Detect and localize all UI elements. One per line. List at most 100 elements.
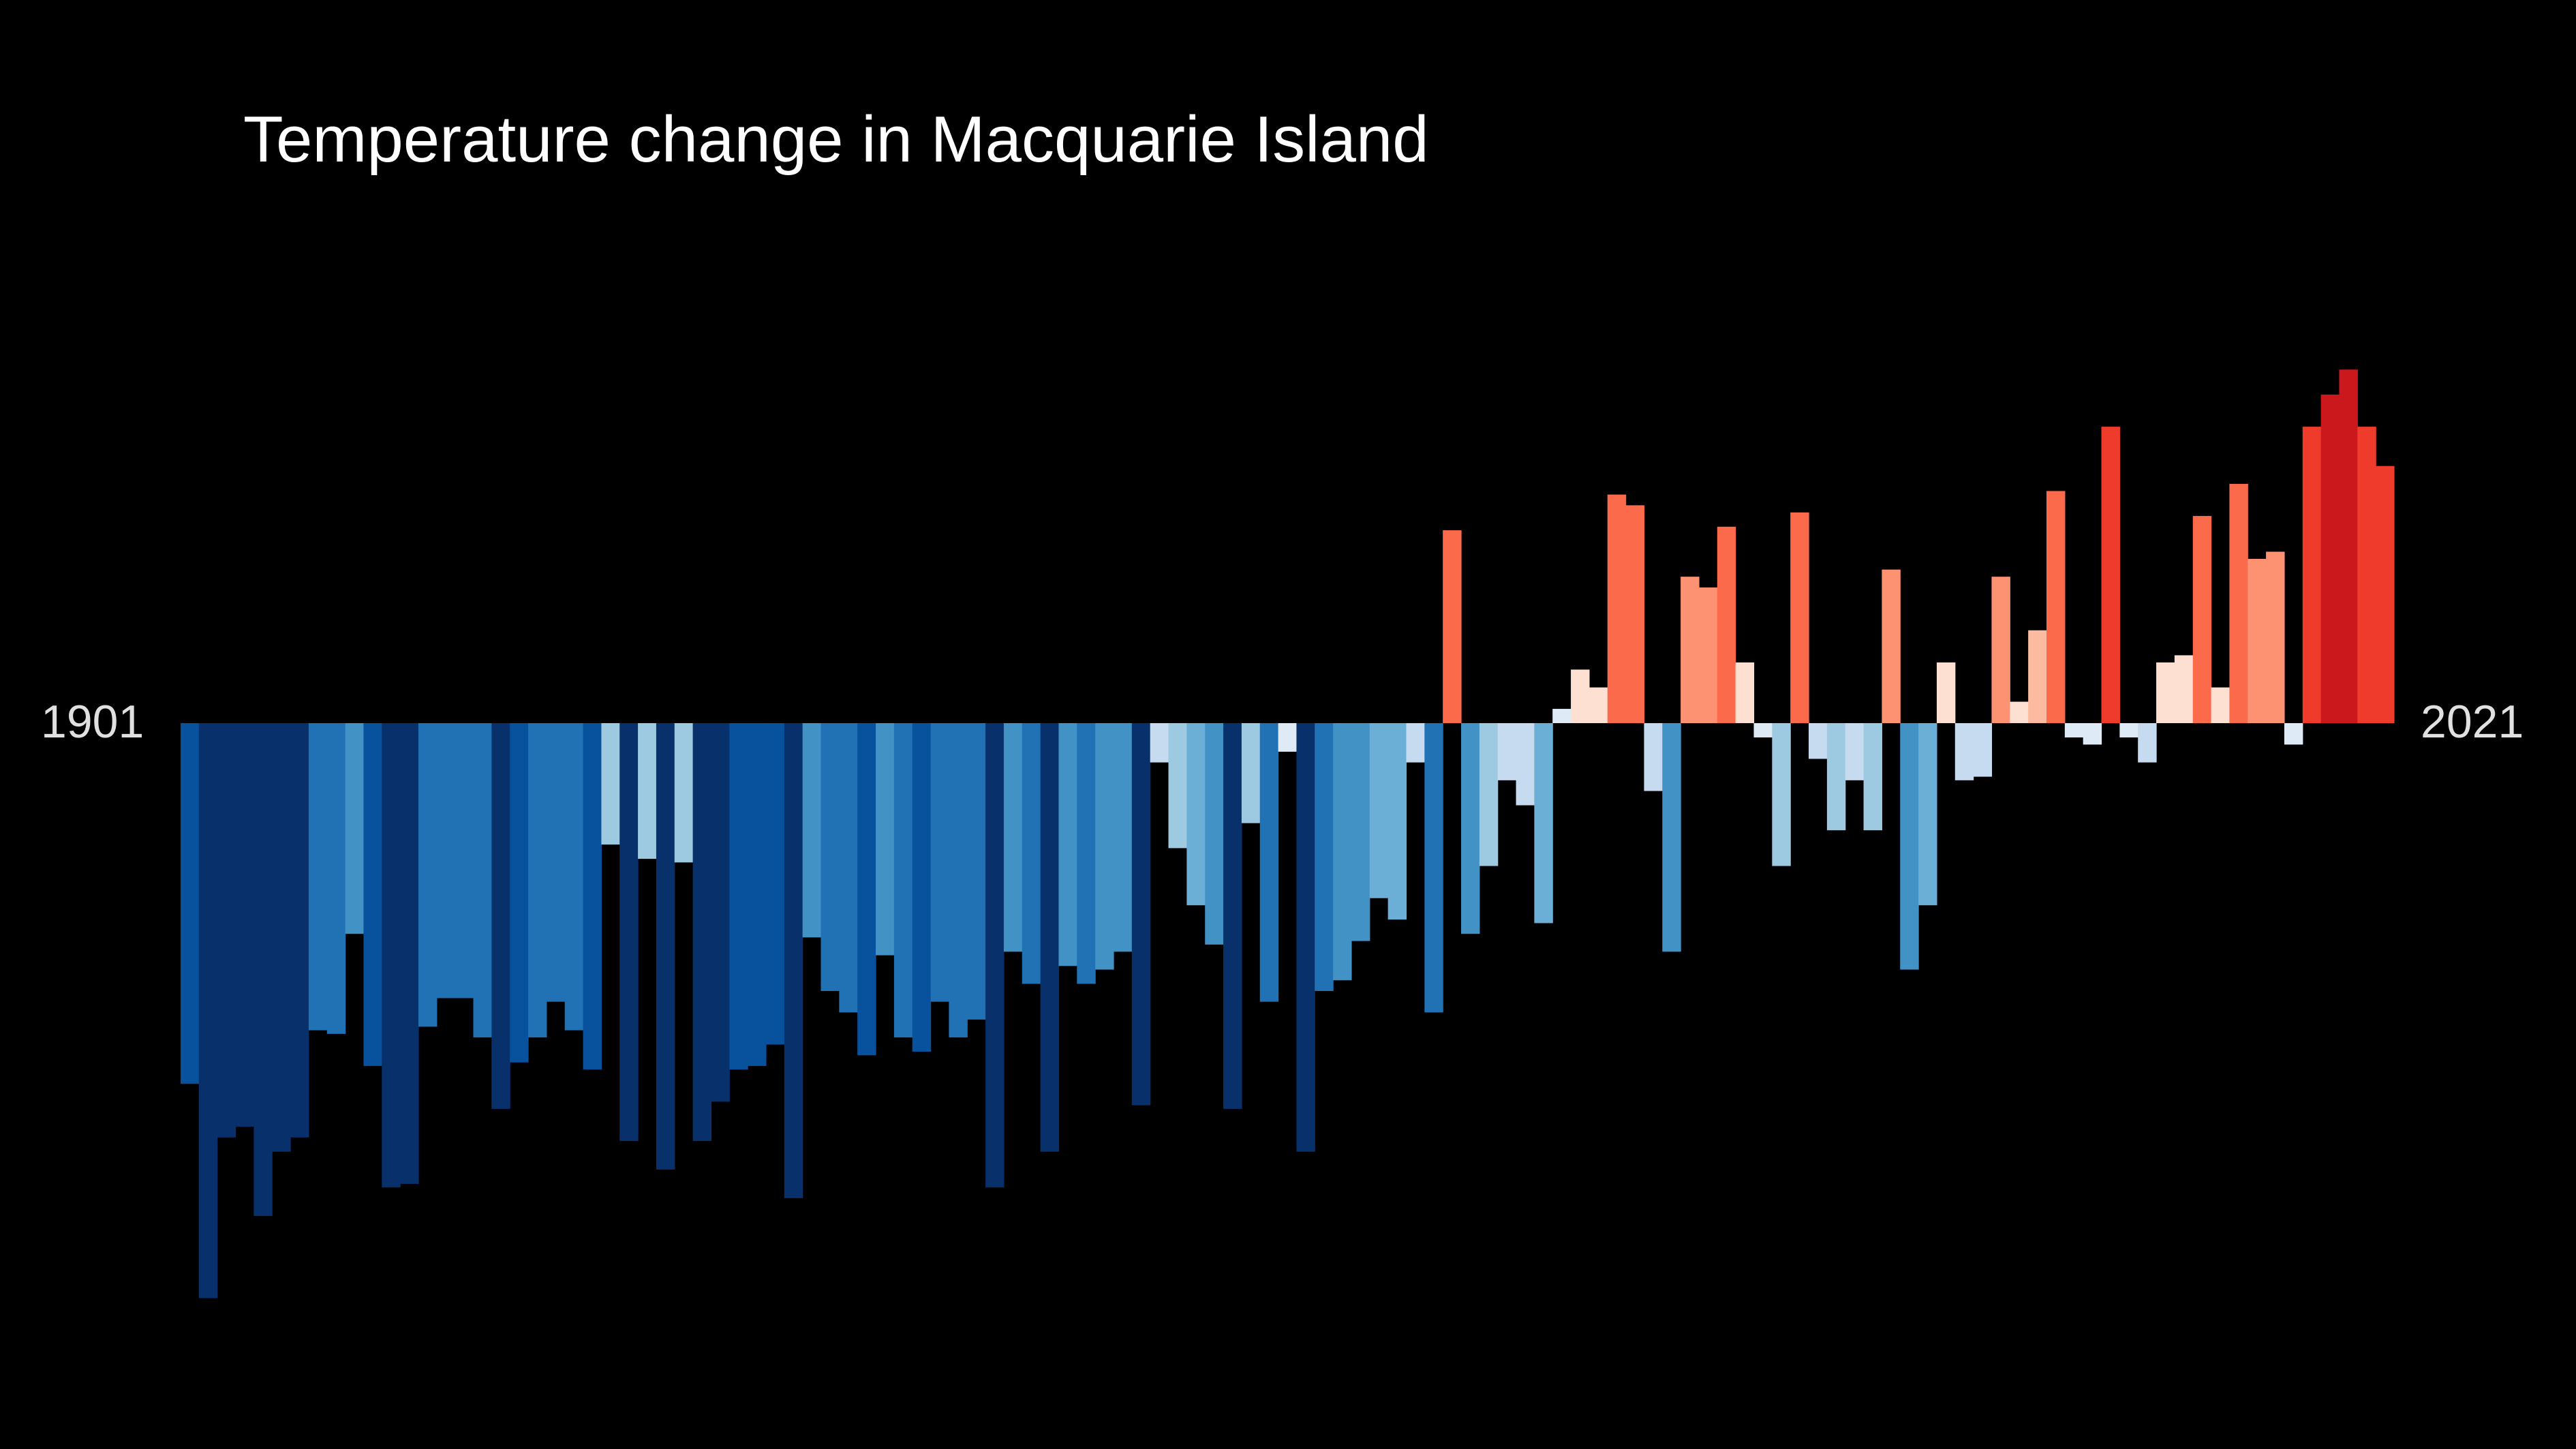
bar-1907 bbox=[290, 723, 309, 1138]
bar-1968 bbox=[1406, 723, 1425, 763]
bar-2005 bbox=[2083, 723, 2102, 745]
bar-1916 bbox=[455, 723, 474, 998]
bar-1921 bbox=[546, 723, 566, 1002]
bar-1999 bbox=[1973, 723, 1993, 777]
bar-1913 bbox=[400, 723, 419, 1184]
bar-1931 bbox=[729, 723, 748, 1070]
bar-1958 bbox=[1223, 723, 1242, 1109]
bar-1926 bbox=[638, 723, 657, 859]
bar-1903 bbox=[217, 723, 236, 1138]
bar-1946 bbox=[1003, 723, 1023, 952]
bar-1962 bbox=[1296, 723, 1315, 1152]
bar-1986 bbox=[1735, 662, 1755, 723]
bar-1971 bbox=[1461, 723, 1480, 934]
bar-1912 bbox=[382, 723, 401, 1188]
bar-1977 bbox=[1571, 669, 1590, 723]
bar-1981 bbox=[1644, 723, 1663, 791]
bar-1911 bbox=[363, 723, 382, 1067]
bar-1974 bbox=[1516, 723, 1535, 806]
bar-2015 bbox=[2266, 551, 2285, 723]
bar-1991 bbox=[1826, 723, 1846, 831]
bar-2010 bbox=[2174, 655, 2194, 723]
bar-1915 bbox=[436, 723, 456, 998]
bar-1947 bbox=[1022, 723, 1041, 984]
bar-2006 bbox=[2101, 427, 2120, 723]
bar-1975 bbox=[1534, 723, 1553, 924]
bar-1980 bbox=[1625, 505, 1645, 723]
bar-1979 bbox=[1607, 494, 1627, 723]
bar-2003 bbox=[2046, 491, 2066, 723]
bar-1918 bbox=[491, 723, 510, 1109]
bar-1992 bbox=[1845, 723, 1865, 780]
bar-1933 bbox=[765, 723, 785, 1045]
bar-1996 bbox=[1918, 723, 1937, 906]
bar-1982 bbox=[1662, 723, 1681, 952]
bar-2007 bbox=[2119, 723, 2138, 737]
bar-1965 bbox=[1351, 723, 1370, 941]
bar-1906 bbox=[272, 723, 291, 1152]
bar-1987 bbox=[1753, 723, 1773, 737]
bar-1924 bbox=[601, 723, 620, 845]
bar-1954 bbox=[1150, 723, 1169, 763]
start-year-label: 1901 bbox=[41, 696, 144, 748]
bar-1942 bbox=[930, 723, 949, 1002]
bar-1901 bbox=[181, 723, 200, 1084]
bar-1922 bbox=[564, 723, 584, 1031]
bar-2019 bbox=[2339, 369, 2358, 723]
bar-1960 bbox=[1259, 723, 1279, 1002]
bar-1929 bbox=[692, 723, 712, 1142]
bar-2012 bbox=[2211, 687, 2230, 723]
bar-1932 bbox=[748, 723, 767, 1067]
bar-2000 bbox=[1991, 577, 2010, 723]
bar-1941 bbox=[912, 723, 932, 1052]
bar-1923 bbox=[583, 723, 602, 1070]
bar-1983 bbox=[1681, 577, 1700, 723]
bar-1955 bbox=[1168, 723, 1187, 849]
bar-2002 bbox=[2028, 630, 2047, 723]
bar-1969 bbox=[1424, 723, 1443, 1013]
bar-1966 bbox=[1369, 723, 1389, 898]
bar-1951 bbox=[1095, 723, 1114, 970]
bar-2018 bbox=[2320, 394, 2340, 723]
bar-1905 bbox=[254, 723, 273, 1217]
bar-1972 bbox=[1479, 723, 1499, 866]
bar-2001 bbox=[2010, 701, 2029, 723]
bar-1956 bbox=[1186, 723, 1206, 906]
bar-2017 bbox=[2302, 427, 2322, 723]
bar-1978 bbox=[1589, 687, 1608, 723]
bar-2016 bbox=[2284, 723, 2303, 745]
end-year-label: 2021 bbox=[2421, 696, 2524, 748]
bar-1985 bbox=[1717, 526, 1736, 723]
bar-1925 bbox=[619, 723, 639, 1142]
bar-1997 bbox=[1936, 662, 1956, 723]
bar-1938 bbox=[857, 723, 876, 1056]
bar-1937 bbox=[839, 723, 858, 1013]
bar-1908 bbox=[308, 723, 328, 1031]
bar-1904 bbox=[235, 723, 254, 1127]
bar-2021 bbox=[2376, 466, 2395, 723]
bar-1953 bbox=[1131, 723, 1151, 1105]
bar-1917 bbox=[473, 723, 492, 1038]
bar-1949 bbox=[1058, 723, 1077, 966]
bar-1970 bbox=[1443, 530, 1462, 723]
bar-1994 bbox=[1882, 569, 1901, 723]
bar-1993 bbox=[1863, 723, 1882, 831]
bar-1936 bbox=[821, 723, 840, 991]
bar-1957 bbox=[1205, 723, 1224, 945]
bar-1909 bbox=[326, 723, 346, 1034]
bar-1939 bbox=[876, 723, 895, 956]
bar-1919 bbox=[510, 723, 529, 1063]
bar-1948 bbox=[1040, 723, 1060, 1152]
bar-1976 bbox=[1552, 709, 1571, 723]
bar-1940 bbox=[893, 723, 913, 1038]
chart-title: Temperature change in Macquarie Island bbox=[243, 103, 1429, 176]
bar-2009 bbox=[2156, 662, 2175, 723]
bar-1920 bbox=[528, 723, 547, 1038]
bar-1964 bbox=[1333, 723, 1352, 981]
bar-2011 bbox=[2192, 516, 2212, 723]
bar-2008 bbox=[2138, 723, 2157, 763]
bar-1984 bbox=[1698, 587, 1718, 723]
bar-2004 bbox=[2064, 723, 2084, 737]
bar-1952 bbox=[1113, 723, 1133, 952]
